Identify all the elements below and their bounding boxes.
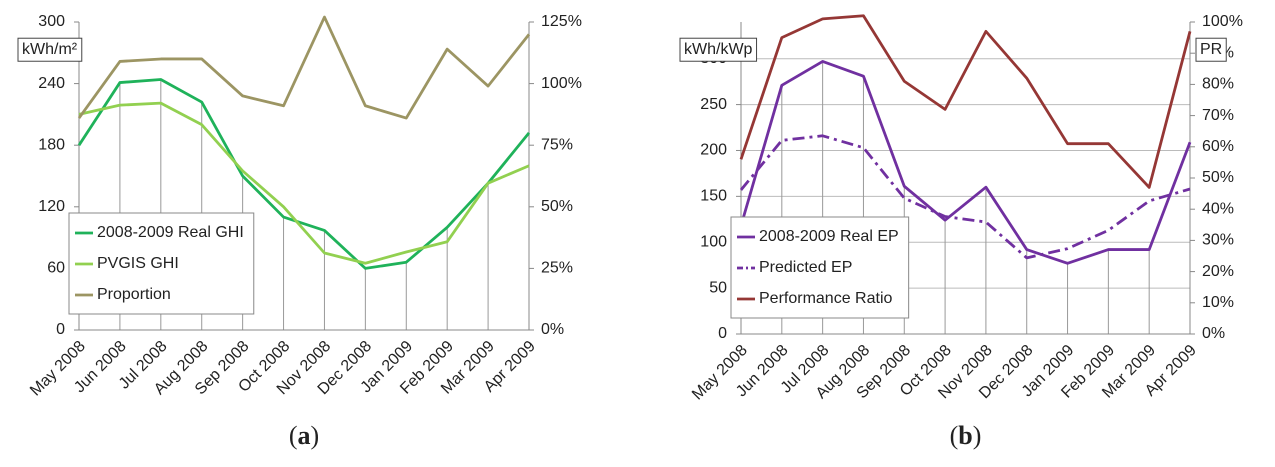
panel-caption: (a) — [289, 421, 319, 450]
y-tick-label: 0 — [56, 321, 65, 338]
series-line — [78, 101, 530, 265]
y-axis-label: kWh/m² — [22, 41, 78, 58]
y-tick-label: 150 — [700, 188, 727, 205]
legend-label: Performance Ratio — [759, 290, 892, 307]
caption-paren: ) — [973, 421, 982, 450]
y2-tick-label: 70% — [1202, 107, 1234, 124]
series-line — [739, 60, 1192, 265]
caption-paren: ( — [289, 421, 298, 450]
y-tick-label: 100 — [700, 233, 727, 250]
y2-tick-label: 100% — [541, 75, 582, 92]
y2-tick-label: 20% — [1202, 263, 1234, 280]
y2-tick-label: 25% — [541, 260, 573, 277]
legend — [68, 212, 255, 315]
y-axis-label: kWh/kWp — [684, 41, 753, 58]
y-tick-label: 250 — [700, 96, 727, 113]
y-tick-label: 60 — [47, 260, 65, 277]
y2-tick-label: 60% — [1202, 138, 1234, 155]
y2-tick-label: 30% — [1202, 232, 1234, 249]
y2-tick-label: 50% — [541, 198, 573, 215]
legend-label: Predicted EP — [759, 259, 852, 276]
legend-label: 2008-2009 Real EP — [759, 228, 899, 245]
panel-caption: (b) — [950, 421, 982, 450]
caption-paren: ) — [311, 421, 320, 450]
y2-tick-label: 125% — [541, 13, 582, 30]
y-tick-label: 0 — [718, 325, 727, 342]
y2-tick-label: 80% — [1202, 76, 1234, 93]
series-line — [739, 14, 1192, 189]
y2-axis-label: PR — [1200, 41, 1222, 58]
y-axis-label-box — [679, 37, 758, 62]
y-tick-label: 300 — [38, 13, 65, 30]
y-axis-label-box — [17, 37, 83, 62]
caption-letter: b — [958, 421, 972, 450]
series-line — [739, 134, 1191, 260]
y2-tick-label: 10% — [1202, 294, 1234, 311]
y2-axis-label-box — [1195, 37, 1227, 62]
y2-tick-label: 0% — [1202, 325, 1225, 342]
caption-letter: a — [298, 421, 311, 450]
legend-label: PVGIS GHI — [97, 255, 179, 272]
y-tick-label: 240 — [38, 75, 65, 92]
legend-label: Proportion — [97, 286, 171, 303]
y2-tick-label: 40% — [1202, 200, 1234, 217]
y2-tick-label: 75% — [541, 136, 573, 153]
y-tick-label: 120 — [38, 198, 65, 215]
y-tick-label: 180 — [38, 136, 65, 153]
series-line — [77, 15, 531, 120]
caption-paren: ( — [950, 421, 959, 450]
y2-tick-label: 100% — [1202, 13, 1243, 30]
legend — [730, 216, 910, 319]
y2-tick-label: 0% — [541, 321, 564, 338]
series-line — [77, 78, 531, 270]
y2-tick-label: 50% — [1202, 169, 1234, 186]
y-tick-label: 50 — [709, 279, 727, 296]
y-tick-label: 200 — [700, 142, 727, 159]
legend-label: 2008-2009 Real GHI — [97, 224, 244, 241]
